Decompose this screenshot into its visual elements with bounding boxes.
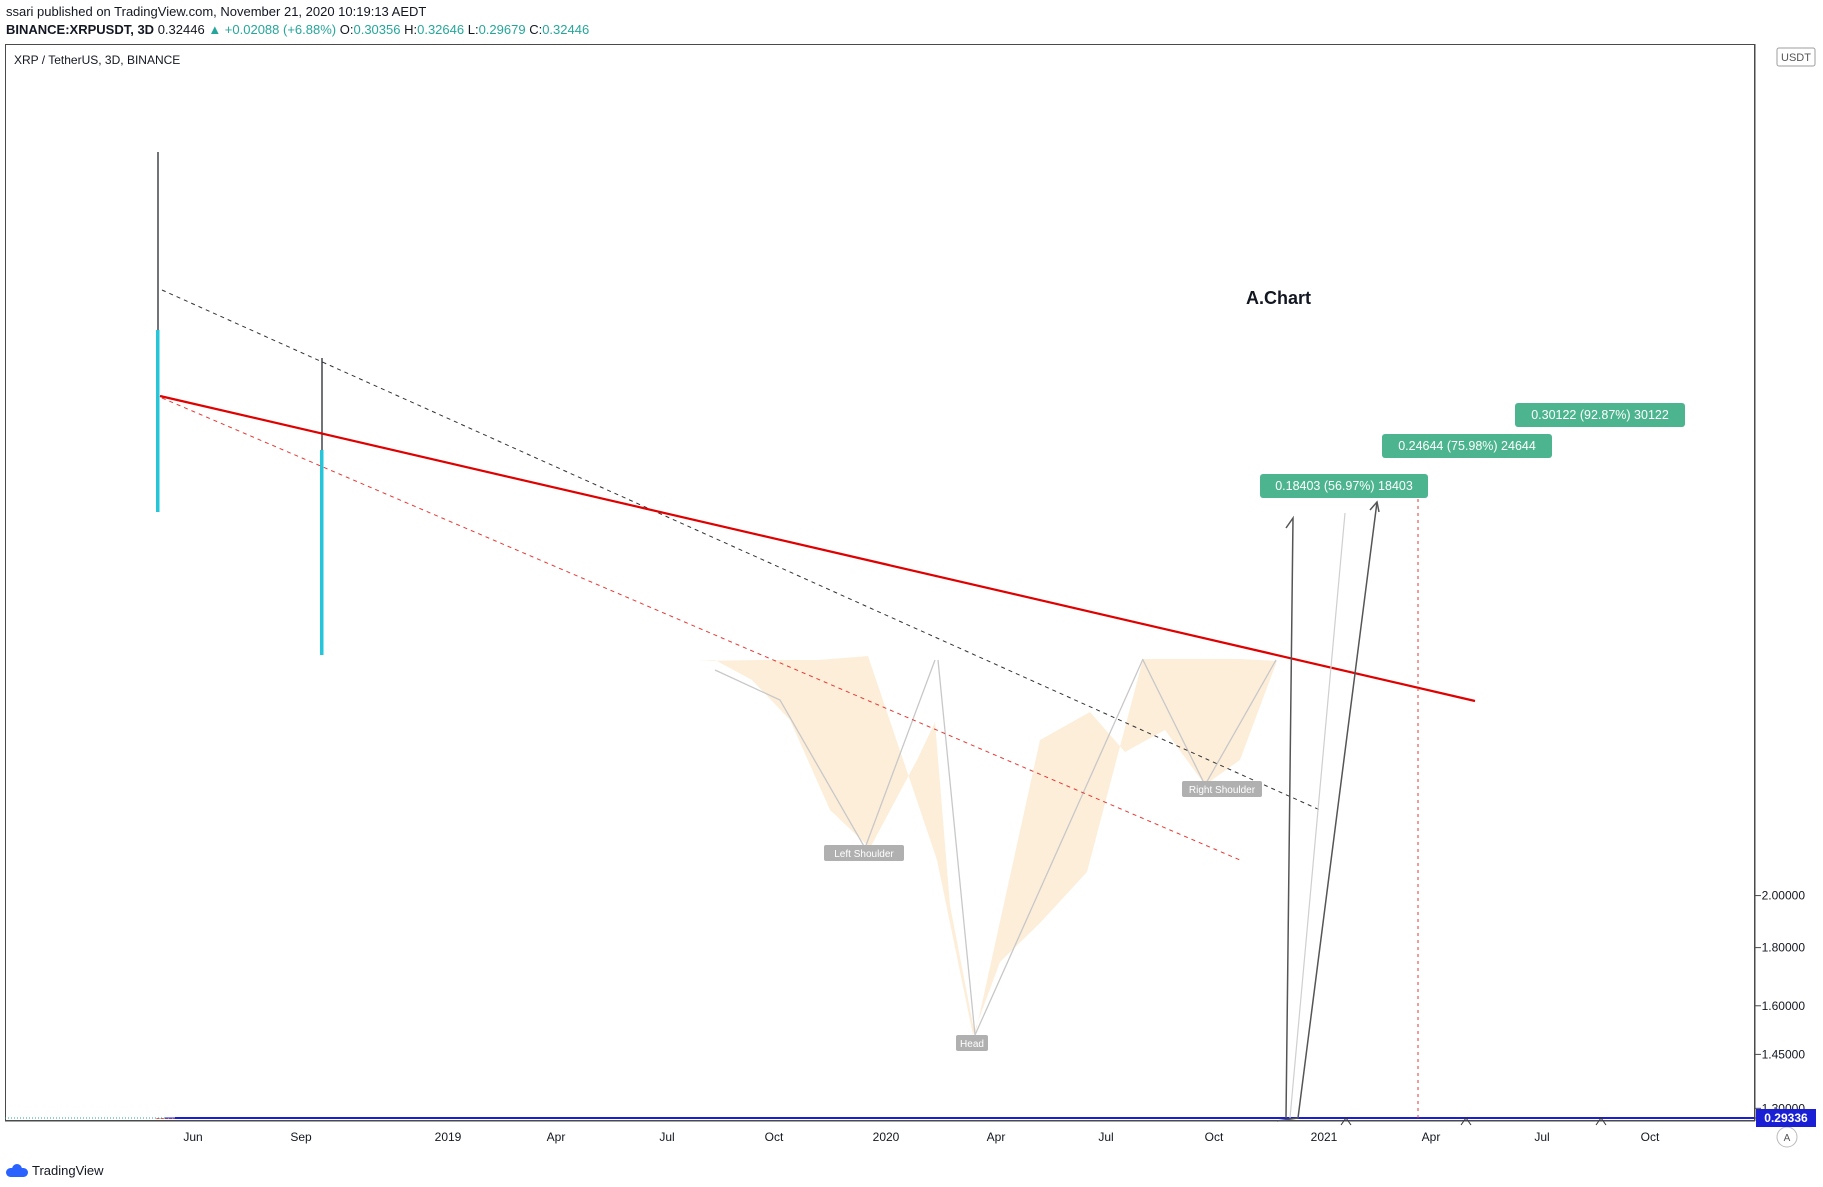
y-tick-label: 1.80000	[1762, 941, 1806, 955]
close-value: 0.32446	[542, 22, 590, 37]
currency-label: USDT	[1781, 52, 1811, 64]
x-tick-label: Sep	[290, 1130, 312, 1144]
projection-arrow-up	[1285, 515, 1294, 1119]
y-tick-label: 1.45000	[1762, 1047, 1806, 1061]
x-tick-label: Apr	[987, 1130, 1006, 1144]
publish-info: ssari published on TradingView.com, Nove…	[6, 4, 427, 19]
x-tick-label: Apr	[547, 1130, 566, 1144]
low-value: 0.29679	[478, 22, 526, 37]
tradingview-logo: TradingView	[6, 1163, 104, 1178]
x-tick-label: Oct	[765, 1130, 784, 1144]
projection-arrowhead	[1369, 500, 1380, 513]
target-arrowhead	[1595, 1117, 1607, 1126]
pattern-label-box	[824, 845, 904, 861]
last-price: 0.32446	[157, 22, 205, 37]
pattern-label-box	[956, 1035, 988, 1051]
target-tag-box	[1515, 403, 1685, 427]
x-tick-label: Jul	[1098, 1130, 1113, 1144]
target-tag-box	[1382, 434, 1552, 458]
annotation-title: A.Chart	[1246, 288, 1311, 308]
candle-body-spike	[156, 330, 160, 512]
y-tick-label: 2.00000	[1762, 889, 1806, 903]
x-tick-label: 2020	[873, 1130, 900, 1144]
target-tag-text: 0.24644 (75.98%) 24644	[1398, 439, 1536, 453]
candle-body	[160, 1118, 164, 1119]
high-value: 0.32646	[417, 22, 465, 37]
pattern-label: Head	[960, 1039, 984, 1050]
pattern-label: Left Shoulder	[834, 849, 894, 860]
symbol-label: BINANCE:XRPUSDT, 3D	[6, 22, 155, 37]
tradingview-cloud-icon	[6, 1164, 28, 1177]
x-tick-label: Jul	[1534, 1130, 1549, 1144]
target-arrowhead	[1460, 1117, 1472, 1126]
open-value: 0.30356	[353, 22, 401, 37]
pattern-label: Right Shoulder	[1189, 785, 1256, 796]
y-tick-label: 1.60000	[1762, 999, 1806, 1013]
price-tag-label: 0.29336	[1764, 1111, 1808, 1125]
target-tag-text: 0.30122 (92.87%) 30122	[1531, 408, 1669, 422]
pattern-label-box	[1182, 781, 1262, 797]
candle-body-spike	[320, 450, 324, 655]
x-tick-label: Jun	[183, 1130, 202, 1144]
x-tick-label: 2021	[1311, 1130, 1338, 1144]
target-tag-text: 0.18403 (56.97%) 18403	[1275, 479, 1413, 493]
dashed-trendline-red	[161, 397, 1241, 861]
symbol-ohlc: BINANCE:XRPUSDT, 3D 0.32446 ▲ +0.02088 (…	[6, 22, 590, 37]
price-change: ▲ +0.02088 (+6.88%)	[208, 22, 337, 37]
projection-guide	[1289, 512, 1346, 1119]
x-tick-label: Jul	[659, 1130, 674, 1144]
projection-zigzag	[1276, 501, 1378, 1122]
x-tick-label: 2019	[435, 1130, 462, 1144]
descending-resistance-line	[159, 394, 1476, 703]
x-tick-label: Apr	[1422, 1130, 1441, 1144]
target-tag-box	[1260, 474, 1428, 498]
auto-scale-icon: A	[1784, 1133, 1791, 1144]
currency-box	[1776, 47, 1816, 67]
inverse-head-shoulders-fill	[698, 656, 1277, 1035]
chart-legend: XRP / TetherUS, 3D, BINANCE	[14, 53, 181, 67]
left-shoulder-outline	[714, 659, 936, 850]
x-tick-label: Oct	[1641, 1130, 1660, 1144]
target-arrowhead	[1340, 1117, 1352, 1126]
dashed-trendline-black	[161, 289, 1321, 811]
price-tag-box	[1756, 1109, 1816, 1127]
x-tick-label: Oct	[1205, 1130, 1224, 1144]
